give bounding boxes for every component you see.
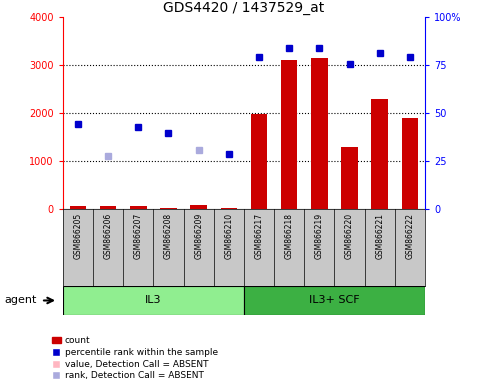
Legend: count, percentile rank within the sample, value, Detection Call = ABSENT, rank, : count, percentile rank within the sample…	[48, 333, 221, 384]
Bar	[281, 61, 298, 209]
Bar	[70, 207, 86, 209]
Text: GSM866217: GSM866217	[255, 213, 264, 259]
Text: GSM866218: GSM866218	[284, 213, 294, 259]
Text: IL3: IL3	[145, 295, 162, 306]
Bar	[63, 286, 244, 315]
Text: GSM866209: GSM866209	[194, 213, 203, 259]
Bar	[100, 207, 116, 209]
Text: GSM866206: GSM866206	[103, 213, 113, 259]
Text: GSM866222: GSM866222	[405, 213, 414, 259]
Text: agent: agent	[5, 295, 37, 306]
Text: GSM866221: GSM866221	[375, 213, 384, 259]
Bar	[341, 147, 358, 209]
Bar	[130, 206, 146, 209]
Bar	[402, 118, 418, 209]
Bar	[251, 114, 267, 209]
Text: GSM866210: GSM866210	[224, 213, 233, 259]
Bar	[160, 208, 177, 209]
Text: IL3+ SCF: IL3+ SCF	[309, 295, 360, 306]
Title: GDS4420 / 1437529_at: GDS4420 / 1437529_at	[163, 1, 325, 15]
Bar	[371, 99, 388, 209]
Bar	[244, 286, 425, 315]
Text: GSM866205: GSM866205	[73, 213, 83, 259]
Text: GSM866208: GSM866208	[164, 213, 173, 259]
Text: GSM866207: GSM866207	[134, 213, 143, 259]
Bar	[311, 58, 327, 209]
Bar	[190, 205, 207, 209]
Text: GSM866219: GSM866219	[315, 213, 324, 259]
Text: GSM866220: GSM866220	[345, 213, 354, 259]
